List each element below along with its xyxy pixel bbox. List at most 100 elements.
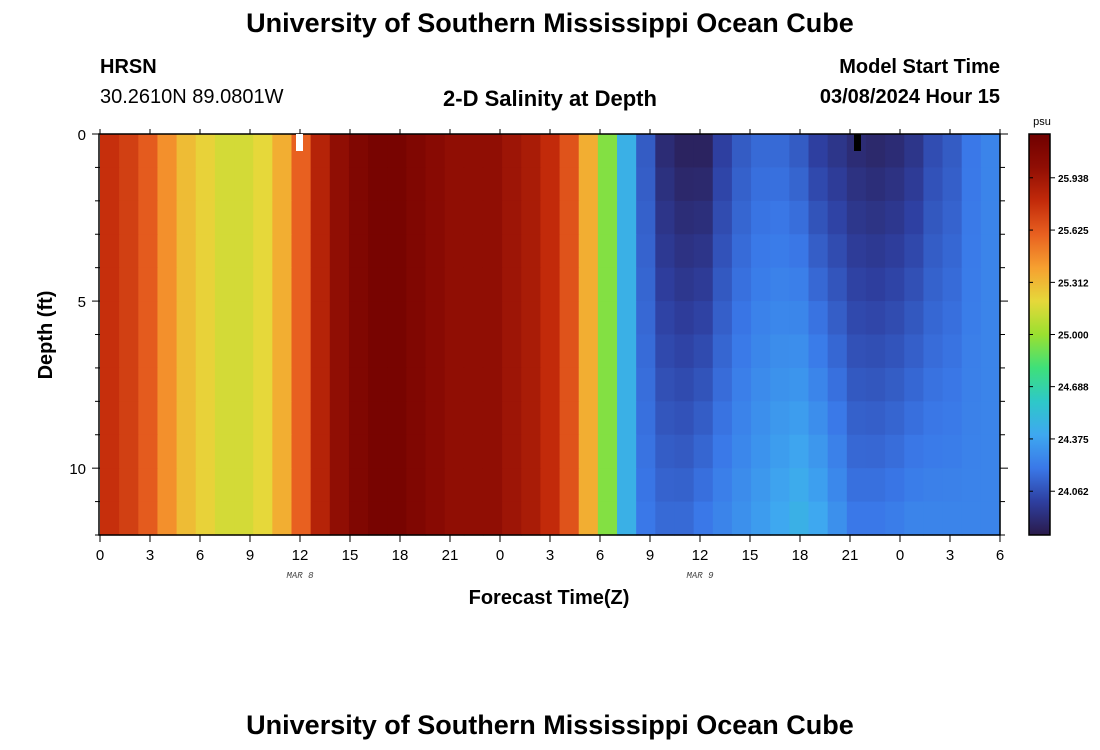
heatmap-cell xyxy=(406,301,426,335)
heatmap-cell xyxy=(847,167,867,201)
heatmap-cell xyxy=(598,335,618,369)
heatmap-cell xyxy=(828,468,848,502)
heatmap-cell xyxy=(809,435,829,469)
heatmap-cell xyxy=(177,335,197,369)
heatmap-cell xyxy=(234,167,254,201)
heatmap-cell xyxy=(483,201,503,235)
heatmap-cell xyxy=(291,502,311,536)
heatmap-cell xyxy=(770,234,790,268)
heatmap-cell xyxy=(502,167,522,201)
heatmap-cell xyxy=(426,401,446,435)
heatmap-cell xyxy=(272,301,292,335)
heatmap-cell xyxy=(923,301,943,335)
heatmap-cell xyxy=(751,134,771,168)
heatmap-cell xyxy=(368,368,388,402)
heatmap-cell xyxy=(311,335,331,369)
heatmap-cell xyxy=(445,167,465,201)
heatmap-cell xyxy=(445,301,465,335)
heatmap-cell xyxy=(349,134,369,168)
heatmap-cell xyxy=(445,335,465,369)
heatmap-cell xyxy=(885,201,905,235)
heatmap-cell xyxy=(560,167,580,201)
heatmap-cell xyxy=(157,401,177,435)
heatmap-cell xyxy=(234,335,254,369)
heatmap-cell xyxy=(502,201,522,235)
x-tick-label: 9 xyxy=(646,547,654,564)
heatmap-cell xyxy=(426,335,446,369)
heatmap-cell xyxy=(617,368,637,402)
heatmap-cell xyxy=(311,301,331,335)
x-tick-label: 0 xyxy=(496,547,504,564)
x-tick-label: 3 xyxy=(146,547,154,564)
heatmap-cell xyxy=(866,335,886,369)
heatmap-cell xyxy=(330,368,350,402)
heatmap-cell xyxy=(598,368,618,402)
heatmap-cell xyxy=(598,468,618,502)
heatmap-cell xyxy=(426,134,446,168)
x-tick-label: 9 xyxy=(246,547,254,564)
heatmap-cell xyxy=(100,234,120,268)
heatmap-cell xyxy=(387,268,407,302)
heatmap-cell xyxy=(770,401,790,435)
heatmap-cell xyxy=(483,301,503,335)
heatmap-cell xyxy=(426,468,446,502)
heatmap-cell xyxy=(502,268,522,302)
heatmap-cell xyxy=(464,301,484,335)
heatmap-cell xyxy=(272,401,292,435)
heatmap-cell xyxy=(100,368,120,402)
heatmap-cell xyxy=(713,167,733,201)
heatmap-cell xyxy=(387,335,407,369)
heatmap-cell xyxy=(272,468,292,502)
heatmap-cell xyxy=(655,502,675,536)
heatmap-cell xyxy=(100,301,120,335)
heatmap-cell xyxy=(579,167,599,201)
heatmap-cell xyxy=(636,502,656,536)
heatmap-cell xyxy=(215,234,235,268)
heatmap-cell xyxy=(598,502,618,536)
heatmap-cell xyxy=(579,468,599,502)
x-axis-title: Forecast Time(Z) xyxy=(469,587,630,609)
heatmap-cell xyxy=(521,401,541,435)
heatmap-cell xyxy=(464,368,484,402)
heatmap-cell xyxy=(502,435,522,469)
black-marker xyxy=(854,134,861,151)
heatmap-cell xyxy=(502,335,522,369)
heatmap-cell xyxy=(349,201,369,235)
heatmap-cell xyxy=(713,234,733,268)
heatmap-cell xyxy=(847,301,867,335)
heatmap-cell xyxy=(119,502,139,536)
heatmap-cell xyxy=(617,468,637,502)
heatmap-cell xyxy=(138,167,158,201)
heatmap-cell xyxy=(617,234,637,268)
colorbar-label: 24.062 xyxy=(1058,487,1089,498)
heatmap-cell xyxy=(464,134,484,168)
heatmap-cell xyxy=(196,368,216,402)
heatmap-cell xyxy=(789,435,809,469)
heatmap-cell xyxy=(981,134,1001,168)
heatmap-cell xyxy=(368,468,388,502)
heatmap-cell xyxy=(943,201,963,235)
heatmap-cell xyxy=(655,134,675,168)
heatmap-cell xyxy=(962,435,982,469)
heatmap-cell xyxy=(521,134,541,168)
heatmap-cell xyxy=(349,167,369,201)
heatmap-cell xyxy=(368,167,388,201)
heatmap-cell xyxy=(521,268,541,302)
heatmap-cell xyxy=(866,234,886,268)
heatmap-cell xyxy=(291,468,311,502)
heatmap-cell xyxy=(847,268,867,302)
heatmap-cell xyxy=(330,335,350,369)
heatmap-cell xyxy=(828,401,848,435)
heatmap-cell xyxy=(655,268,675,302)
heatmap-cell xyxy=(636,401,656,435)
heatmap-cell xyxy=(177,401,197,435)
heatmap-cell xyxy=(617,335,637,369)
heatmap-cell xyxy=(426,301,446,335)
colorbar-label: 25.625 xyxy=(1058,226,1089,237)
heatmap-cell xyxy=(732,435,752,469)
heatmap-cell xyxy=(483,335,503,369)
heatmap-cell xyxy=(100,502,120,536)
heatmap-cell xyxy=(751,201,771,235)
heatmap-cell xyxy=(694,234,714,268)
heatmap-cell xyxy=(272,167,292,201)
